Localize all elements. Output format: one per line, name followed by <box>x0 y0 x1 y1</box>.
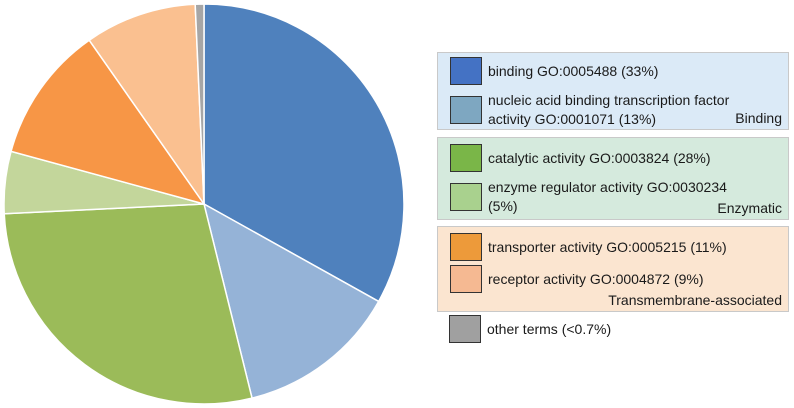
legend-item-binding: binding GO:0005488 (33%) <box>450 57 748 85</box>
legend-swatch-transporter <box>450 233 482 261</box>
legend-item-catalytic: catalytic activity GO:0003824 (28%) <box>450 144 748 172</box>
pie-chart <box>0 0 420 408</box>
legend-swatch-receptor <box>450 265 482 293</box>
legend-group-label-enzymatic: Enzymatic <box>717 200 782 216</box>
legend-item-enzyme-regulator: enzyme regulator activity GO:0030234 (5%… <box>450 178 748 216</box>
legend-item-transcription-factor: nucleic acid binding transcription facto… <box>450 91 748 129</box>
legend-group-label-transmembrane: Transmembrane-associated <box>608 292 782 308</box>
legend-swatch-catalytic <box>450 144 482 172</box>
legend-group-transmembrane: transporter activity GO:0005215 (11%) re… <box>437 226 789 312</box>
legend-group-label-binding: Binding <box>735 110 782 126</box>
legend-label-enzyme-regulator: enzyme regulator activity GO:0030234 (5%… <box>488 178 748 216</box>
legend-label-transporter: transporter activity GO:0005215 (11%) <box>488 238 748 257</box>
legend-label-transcription-factor: nucleic acid binding transcription facto… <box>488 91 748 129</box>
legend-item-receptor: receptor activity GO:0004872 (9%) <box>450 265 748 293</box>
legend-group-binding: binding GO:0005488 (33%) nucleic acid bi… <box>437 52 789 130</box>
legend-swatch-transcription-factor <box>450 96 482 124</box>
legend-item-other: other terms (<0.7%) <box>449 315 747 343</box>
legend-label-binding: binding GO:0005488 (33%) <box>488 62 748 81</box>
legend-label-receptor: receptor activity GO:0004872 (9%) <box>488 270 748 289</box>
legend-label-catalytic: catalytic activity GO:0003824 (28%) <box>488 149 748 168</box>
legend-swatch-binding <box>450 57 482 85</box>
legend-item-transporter: transporter activity GO:0005215 (11%) <box>450 233 748 261</box>
legend-swatch-other <box>449 315 481 343</box>
legend-swatch-enzyme-regulator <box>450 183 482 211</box>
legend-group-enzymatic: catalytic activity GO:0003824 (28%) enzy… <box>437 137 789 220</box>
legend-label-other: other terms (<0.7%) <box>487 320 747 339</box>
